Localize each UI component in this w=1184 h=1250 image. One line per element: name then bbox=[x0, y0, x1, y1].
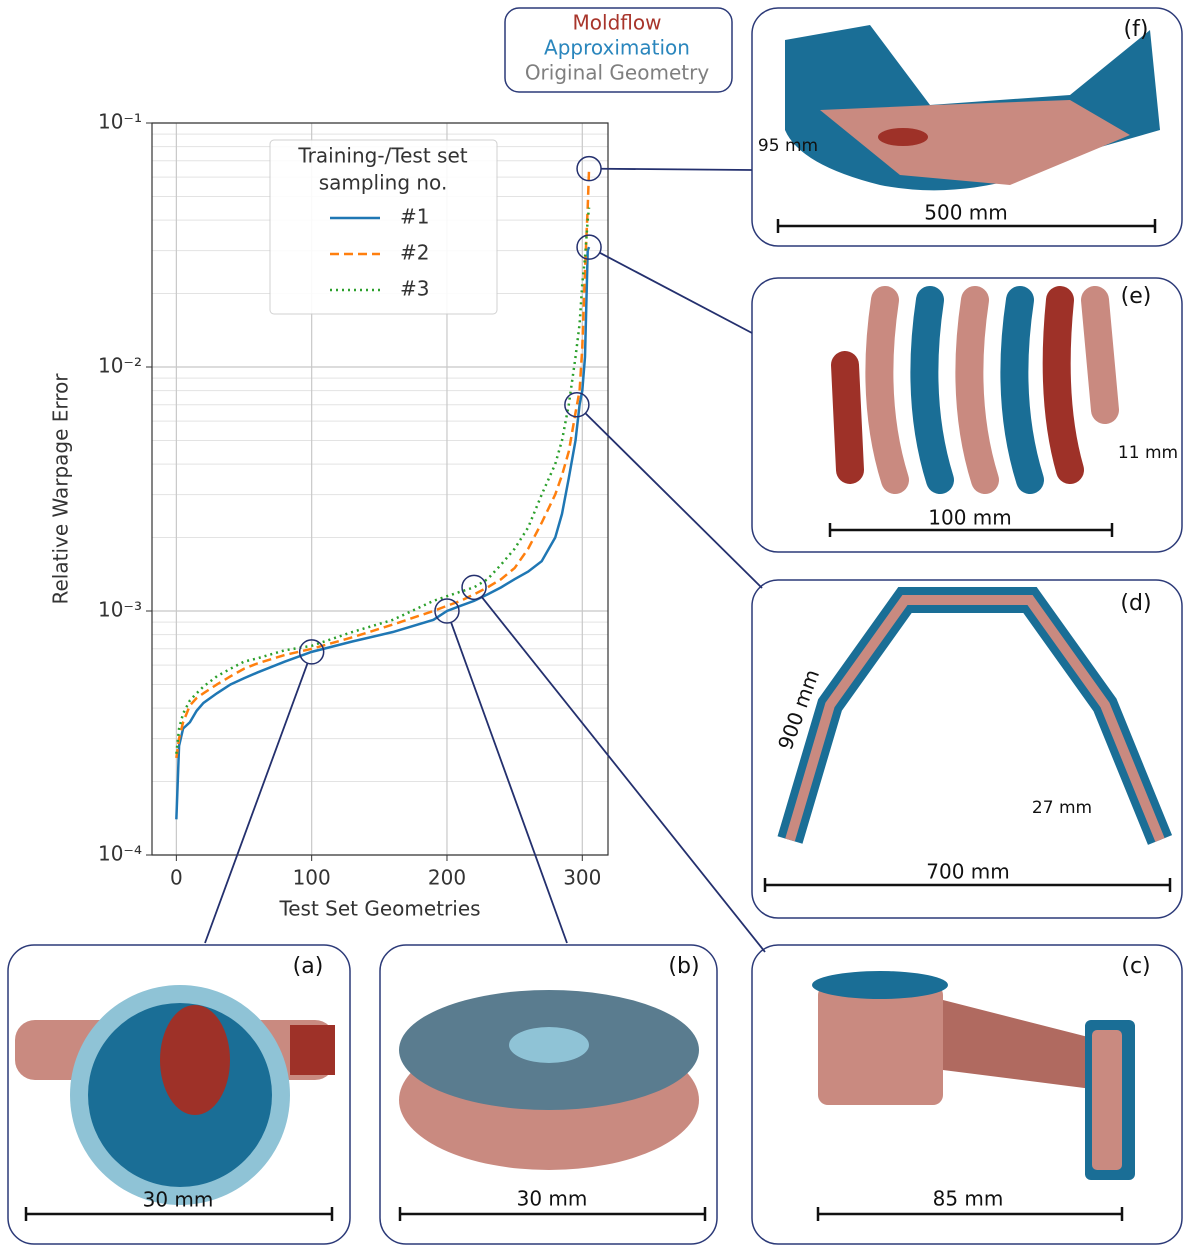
series-line bbox=[176, 247, 589, 819]
shape bbox=[1092, 1030, 1122, 1170]
panel-label: (a) bbox=[293, 954, 324, 979]
x-tick-label: 200 bbox=[428, 866, 466, 890]
y-tick-label: 10⁻² bbox=[98, 354, 142, 378]
connector bbox=[601, 169, 752, 170]
panel-label: (c) bbox=[1121, 954, 1150, 979]
y-tick-label: 10⁻¹ bbox=[98, 110, 142, 134]
scale-label: 500 mm bbox=[924, 201, 1008, 225]
scale-label: 85 mm bbox=[933, 1187, 1004, 1211]
panel-label: (f) bbox=[1124, 17, 1149, 42]
connector bbox=[585, 413, 762, 588]
shape bbox=[812, 971, 948, 999]
y-axis-label: Relative Warpage Error bbox=[49, 373, 73, 605]
scale-label: 700 mm bbox=[926, 860, 1010, 884]
geometry-legend-item: Original Geometry bbox=[525, 61, 710, 85]
x-tick-label: 300 bbox=[563, 866, 601, 890]
measurement-label: 95 mm bbox=[758, 136, 818, 156]
x-tick-label: 0 bbox=[170, 866, 183, 890]
geometry-legend-item: Approximation bbox=[544, 36, 690, 60]
scale-label: 30 mm bbox=[517, 1187, 588, 1211]
shape bbox=[160, 1005, 230, 1115]
panel-label: (e) bbox=[1121, 284, 1152, 309]
y-tick-label: 10⁻³ bbox=[98, 598, 142, 622]
x-tick-label: 100 bbox=[293, 866, 331, 890]
scale-label: 100 mm bbox=[928, 506, 1012, 530]
shape bbox=[290, 1025, 335, 1075]
shape bbox=[509, 1027, 589, 1063]
figure: Relative Warpage Error Test Set Geometri… bbox=[0, 0, 1184, 1246]
scale-label: 30 mm bbox=[143, 1188, 214, 1212]
legend-label: #1 bbox=[400, 205, 429, 229]
legend-label: #2 bbox=[400, 241, 429, 265]
legend-title: Training-/Test set bbox=[297, 144, 467, 168]
shape bbox=[818, 985, 943, 1105]
geometry-legend-item: Moldflow bbox=[573, 11, 662, 35]
panel-label: (d) bbox=[1120, 591, 1151, 616]
shape bbox=[845, 300, 1105, 480]
highlight-circle bbox=[577, 235, 601, 259]
legend-label: #3 bbox=[400, 277, 429, 301]
panel-art bbox=[8, 8, 1182, 1244]
connector bbox=[482, 597, 765, 952]
shape bbox=[878, 128, 928, 146]
connector bbox=[451, 622, 567, 943]
highlight-circle bbox=[462, 575, 486, 599]
panel-label: (b) bbox=[668, 954, 699, 979]
legend-title: sampling no. bbox=[319, 171, 448, 195]
measurement-label: 11 mm bbox=[1118, 443, 1178, 463]
x-axis-label: Test Set Geometries bbox=[278, 897, 480, 921]
y-tick-label: 10⁻⁴ bbox=[98, 842, 142, 866]
connector bbox=[600, 253, 752, 333]
measurement-label: 27 mm bbox=[1032, 798, 1092, 818]
